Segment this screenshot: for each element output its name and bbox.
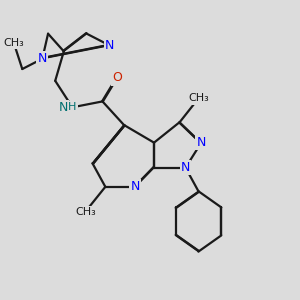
Text: H: H xyxy=(68,102,76,112)
Text: N: N xyxy=(105,39,114,52)
Text: N: N xyxy=(38,52,47,65)
Text: N: N xyxy=(196,136,206,149)
Text: CH₃: CH₃ xyxy=(188,94,209,103)
Text: CH₃: CH₃ xyxy=(75,207,96,217)
Text: N: N xyxy=(131,180,140,193)
Text: O: O xyxy=(112,71,122,84)
Text: N: N xyxy=(181,161,190,174)
Text: CH₃: CH₃ xyxy=(3,38,24,47)
Text: N: N xyxy=(58,101,68,114)
